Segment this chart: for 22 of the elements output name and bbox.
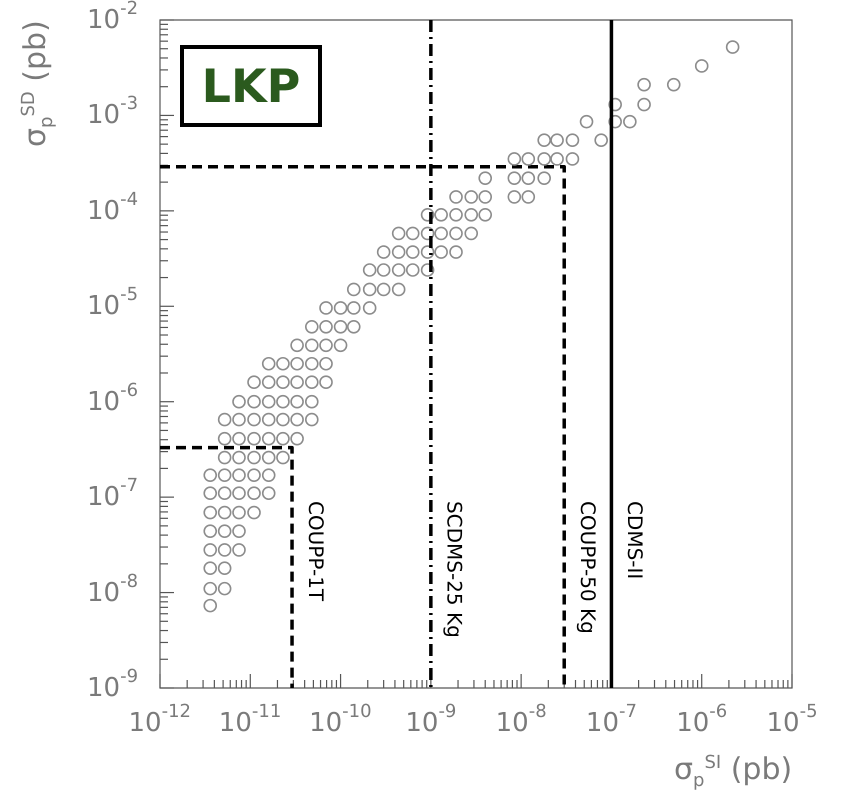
y-tick-label: 10$^{-4}$ <box>87 188 138 226</box>
text: LKP <box>180 45 322 127</box>
text: COUPP-1T <box>304 500 328 602</box>
y-tick-label: 10$^{-7}$ <box>87 475 138 512</box>
x-tick-label: 10$^{-6}$ <box>676 701 728 738</box>
x-tick-label: 10$^{-10}$ <box>309 701 372 738</box>
y-tick-label: 10$^{-5}$ <box>87 284 138 322</box>
y-tick-label: 10$^{-2}$ <box>87 0 138 35</box>
x-axis-title: σ$_{p}$$^{SI}$ (pb) <box>674 752 792 791</box>
y-tick-label: 10$^{-6}$ <box>87 380 138 417</box>
y-tick-label: 10$^{-9}$ <box>87 666 138 703</box>
y-tick-label: 10$^{-3}$ <box>87 93 138 130</box>
x-tick-label: 10$^{-7}$ <box>586 701 637 738</box>
x-tick-label: 10$^{-8}$ <box>496 701 547 738</box>
ref-line-label: SCDMS-25 Kg <box>442 500 467 638</box>
x-tick-label: 10$^{-11}$ <box>218 701 282 738</box>
x-tick-label: 10$^{-9}$ <box>405 701 456 738</box>
x-tick-label: 10$^{-5}$ <box>766 701 818 738</box>
x-tick-label: 10$^{-12}$ <box>128 701 191 738</box>
y-tick-label: 10$^{-8}$ <box>87 570 138 608</box>
text: COUPP-50 Kg <box>576 500 600 634</box>
ref-line-label: CDMS-II <box>623 500 648 580</box>
